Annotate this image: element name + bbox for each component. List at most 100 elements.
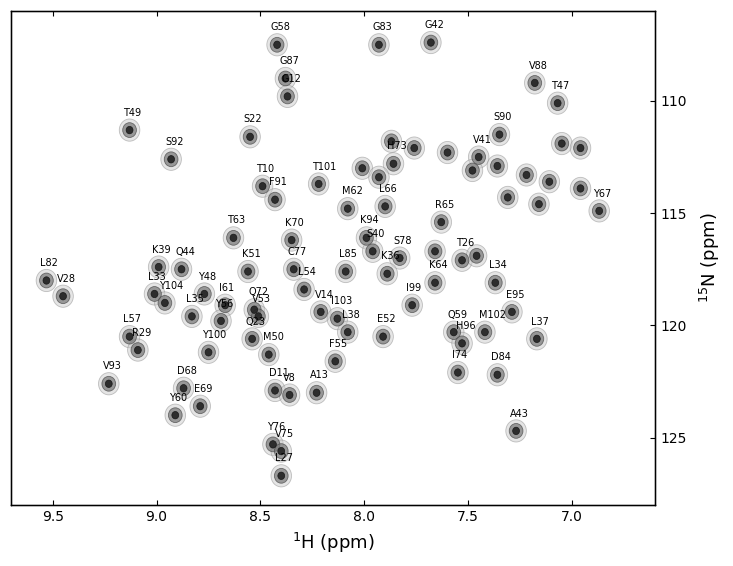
Ellipse shape: [268, 192, 282, 207]
Ellipse shape: [369, 166, 389, 188]
Ellipse shape: [431, 211, 452, 233]
Ellipse shape: [574, 140, 587, 156]
Text: I74: I74: [452, 350, 467, 360]
Ellipse shape: [389, 247, 410, 269]
Ellipse shape: [317, 308, 324, 316]
Text: L37: L37: [531, 316, 548, 327]
Text: V88: V88: [528, 61, 548, 71]
Ellipse shape: [248, 302, 261, 317]
Ellipse shape: [172, 258, 192, 280]
Ellipse shape: [210, 310, 232, 332]
Ellipse shape: [397, 254, 403, 261]
Text: H96: H96: [456, 321, 476, 331]
Ellipse shape: [475, 153, 482, 161]
Ellipse shape: [428, 275, 442, 290]
Ellipse shape: [359, 165, 366, 172]
Ellipse shape: [501, 190, 515, 205]
Ellipse shape: [152, 260, 166, 275]
Ellipse shape: [279, 384, 300, 406]
Text: F91: F91: [269, 177, 287, 187]
Ellipse shape: [336, 260, 356, 282]
Ellipse shape: [240, 126, 260, 148]
Ellipse shape: [285, 233, 298, 247]
Ellipse shape: [205, 349, 212, 356]
Ellipse shape: [278, 472, 284, 479]
Text: T26: T26: [456, 238, 474, 248]
Text: Q72: Q72: [248, 288, 268, 297]
Ellipse shape: [172, 411, 179, 419]
Text: V28: V28: [57, 274, 75, 284]
Ellipse shape: [251, 309, 265, 324]
Ellipse shape: [202, 345, 216, 360]
Ellipse shape: [383, 153, 404, 175]
Ellipse shape: [314, 305, 328, 319]
Text: S90: S90: [493, 112, 512, 122]
Ellipse shape: [294, 278, 314, 301]
Text: D11: D11: [269, 368, 289, 378]
Ellipse shape: [298, 282, 311, 297]
Ellipse shape: [534, 335, 540, 342]
Ellipse shape: [536, 200, 542, 208]
Ellipse shape: [485, 272, 506, 294]
Text: A43: A43: [510, 409, 528, 418]
Ellipse shape: [313, 389, 320, 396]
Ellipse shape: [126, 126, 133, 134]
Ellipse shape: [198, 341, 219, 363]
Text: K36: K36: [381, 251, 399, 261]
Ellipse shape: [559, 140, 565, 147]
Ellipse shape: [372, 170, 386, 185]
Ellipse shape: [468, 146, 489, 168]
Text: E52: E52: [377, 314, 396, 324]
Ellipse shape: [332, 358, 339, 365]
Ellipse shape: [214, 314, 228, 328]
Text: M50: M50: [262, 332, 284, 342]
Ellipse shape: [494, 162, 501, 170]
Ellipse shape: [131, 342, 144, 358]
Ellipse shape: [268, 383, 282, 398]
Ellipse shape: [523, 171, 530, 179]
Ellipse shape: [369, 247, 376, 255]
Ellipse shape: [283, 388, 296, 402]
Ellipse shape: [465, 163, 479, 178]
Text: V14: V14: [314, 290, 334, 299]
Ellipse shape: [272, 196, 279, 203]
Ellipse shape: [496, 131, 503, 138]
Ellipse shape: [589, 200, 610, 222]
Ellipse shape: [272, 387, 279, 394]
Ellipse shape: [155, 263, 162, 271]
Ellipse shape: [428, 244, 442, 259]
Ellipse shape: [384, 270, 391, 277]
Ellipse shape: [196, 402, 204, 410]
Text: K64: K64: [429, 260, 447, 271]
Text: L82: L82: [40, 258, 58, 268]
Ellipse shape: [226, 230, 240, 245]
Ellipse shape: [452, 249, 472, 272]
Ellipse shape: [339, 264, 353, 279]
Ellipse shape: [570, 137, 591, 159]
Text: G87: G87: [279, 56, 299, 66]
Text: T47: T47: [551, 81, 570, 91]
Ellipse shape: [274, 444, 288, 458]
Ellipse shape: [265, 351, 272, 358]
Ellipse shape: [455, 253, 469, 268]
Text: L38: L38: [342, 310, 359, 320]
Text: L66: L66: [379, 184, 397, 194]
Ellipse shape: [388, 138, 395, 145]
Ellipse shape: [478, 325, 492, 340]
Ellipse shape: [505, 305, 519, 319]
Ellipse shape: [309, 173, 329, 195]
Ellipse shape: [441, 145, 454, 160]
Ellipse shape: [405, 298, 419, 312]
Text: G42: G42: [424, 20, 444, 30]
Ellipse shape: [512, 427, 520, 435]
Text: T10: T10: [257, 164, 274, 174]
Ellipse shape: [301, 286, 308, 293]
Ellipse shape: [223, 227, 244, 249]
Ellipse shape: [452, 332, 472, 354]
Ellipse shape: [506, 420, 526, 442]
Ellipse shape: [281, 229, 302, 251]
Ellipse shape: [259, 344, 279, 366]
Ellipse shape: [393, 251, 407, 265]
Text: D84: D84: [491, 353, 511, 362]
Ellipse shape: [274, 469, 288, 483]
